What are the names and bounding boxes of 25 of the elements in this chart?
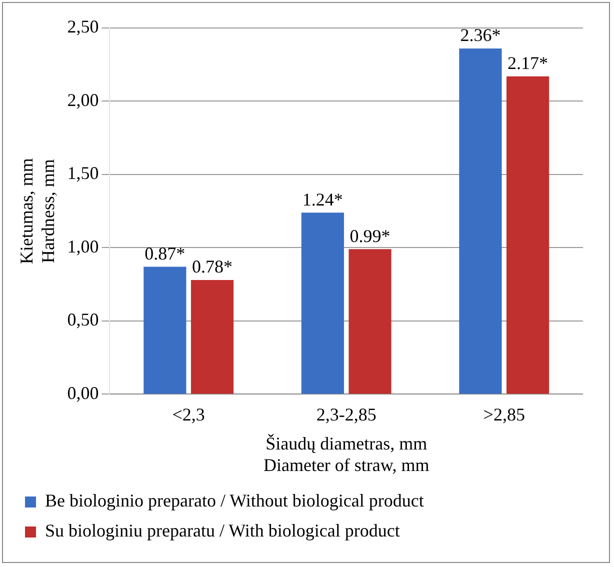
y-axis-title: Kietumas, mm Hardness, mm [16,158,58,264]
x-tick-label: <2,3 [172,404,205,425]
legend-label: Be biologinio preparato / Without biological product [45,490,424,511]
bar [348,249,392,394]
x-tick-label: 2,3-2,85 [316,404,376,425]
bar [506,76,550,394]
y-tick-label: 2,50 [67,16,99,37]
y-tick-label: 1,00 [67,236,99,256]
y-tick-label: 0,50 [67,310,99,330]
bar [459,48,502,394]
y-tick-label: 1,50 [67,163,99,184]
y-tick-label: 0,00 [67,382,99,403]
x-axis-title: Šiaudų diametras, mm Diameter of straw, mm [263,433,430,475]
data-label: 1.24* [302,189,343,210]
data-label: 2.36* [460,25,501,46]
data-label: 0.78* [192,256,232,277]
data-label: 0.99* [350,226,390,246]
bar [144,266,186,394]
data-label: 0.87* [144,243,186,264]
bar [190,280,234,394]
data-label: 2.17* [508,53,548,74]
y-tick-label: 2,00 [67,90,99,110]
bar [301,212,344,394]
x-tick-label: >2,85 [483,404,525,425]
legend-label: Su biologiniu preparatu / With biological product [45,520,400,541]
